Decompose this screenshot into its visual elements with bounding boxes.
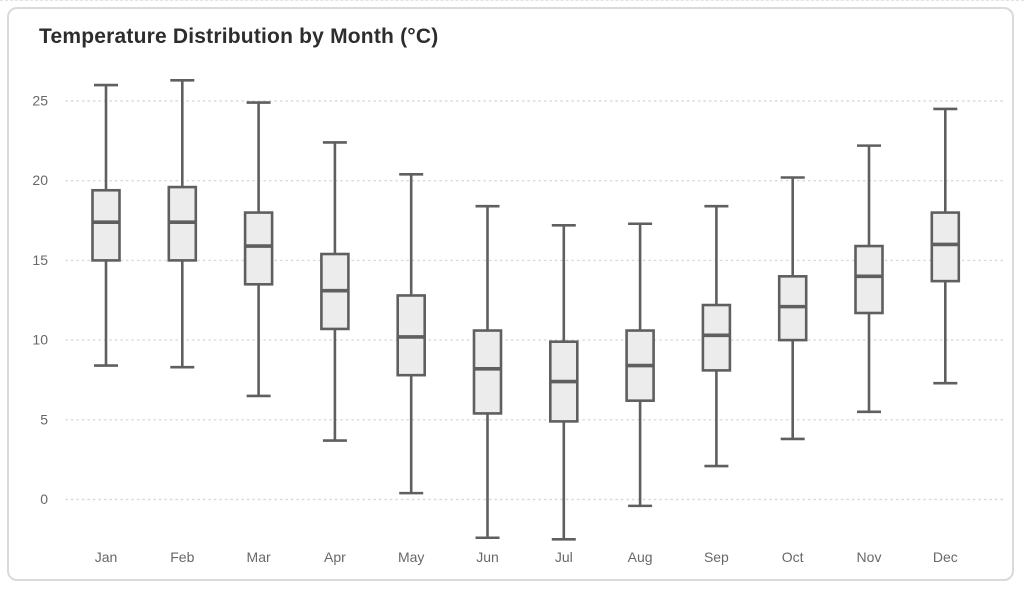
iqr-box — [701, 303, 732, 372]
boxplot-may: May — [396, 173, 427, 565]
x-tick-label: Jul — [555, 549, 573, 565]
y-tick-label: 0 — [40, 491, 48, 507]
boxplot-jun: Jun — [472, 204, 503, 565]
chart-card: Temperature Distribution by Month (°C) — [7, 7, 1014, 581]
x-tick-label: Jan — [95, 549, 118, 565]
y-tick-label: 5 — [40, 411, 48, 427]
x-tick-label: Nov — [857, 549, 882, 565]
boxplot-nov: Nov — [854, 144, 884, 565]
x-tick-label: Aug — [628, 549, 653, 565]
x-tick-label: Sep — [704, 549, 729, 565]
iqr-box — [472, 329, 503, 415]
boxplot-jan: Jan — [91, 83, 121, 565]
x-tick-label: Oct — [782, 549, 804, 565]
iqr-box — [930, 211, 961, 283]
boxplot-dec: Dec — [930, 107, 961, 565]
y-tick-label: 20 — [32, 172, 48, 188]
iqr-box — [91, 188, 121, 262]
y-tick-label: 15 — [32, 252, 48, 268]
x-tick-label: Jun — [476, 549, 499, 565]
x-tick-label: May — [398, 549, 424, 565]
boxplot-mar: Mar — [243, 101, 274, 565]
iqr-box — [243, 211, 274, 286]
y-tick-label: 25 — [32, 93, 48, 109]
chart-title: Temperature Distribution by Month (°C) — [39, 25, 439, 48]
x-tick-label: Dec — [933, 549, 958, 565]
x-tick-label: Feb — [170, 549, 194, 565]
boxplot-aug: Aug — [625, 222, 655, 565]
x-tick-label: Mar — [247, 549, 271, 565]
y-tick-label: 10 — [32, 332, 48, 348]
screenshot-edge — [0, 0, 1024, 1]
boxplot-feb: Feb — [167, 78, 198, 565]
x-tick-label: Apr — [324, 549, 346, 565]
boxplot-jul: Jul — [548, 224, 579, 565]
iqr-box — [854, 244, 884, 315]
boxplot-oct: Oct — [777, 176, 808, 565]
boxplot-apr: Apr — [320, 141, 350, 565]
boxplot-sep: Sep — [701, 204, 732, 565]
